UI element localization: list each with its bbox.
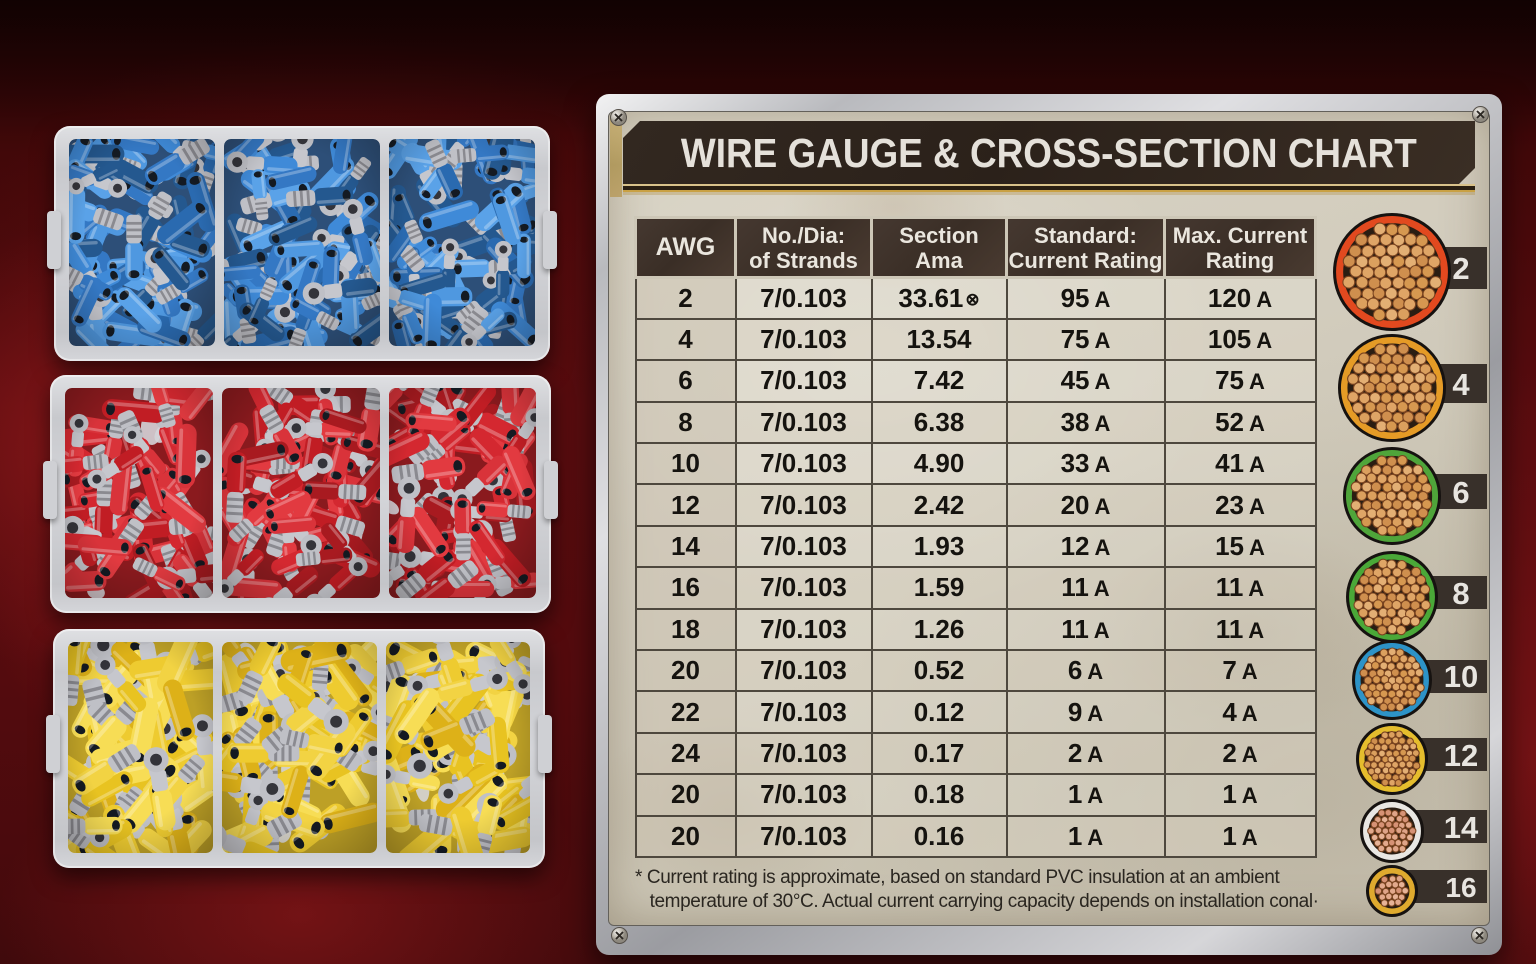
svg-text:4: 4 bbox=[1452, 367, 1470, 402]
svg-text:16: 16 bbox=[1445, 872, 1476, 903]
svg-text:8: 8 bbox=[1452, 576, 1469, 611]
svg-text:10: 10 bbox=[1444, 659, 1478, 694]
svg-text:2: 2 bbox=[1452, 251, 1469, 286]
svg-text:12: 12 bbox=[1444, 738, 1478, 773]
svg-text:6: 6 bbox=[1452, 475, 1469, 510]
svg-text:14: 14 bbox=[1444, 810, 1479, 845]
